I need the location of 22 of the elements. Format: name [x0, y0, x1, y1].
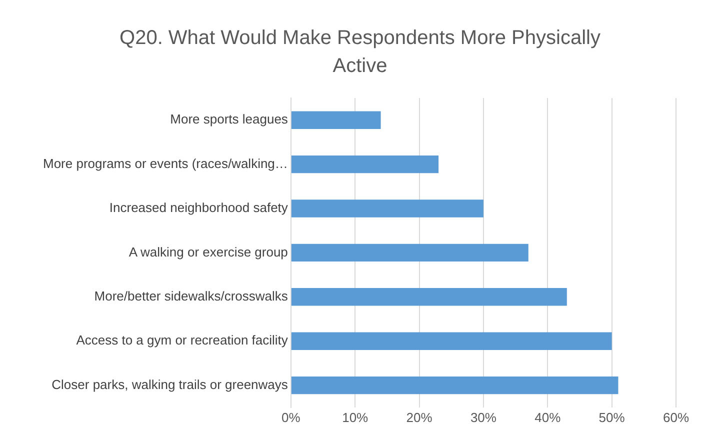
bar — [291, 288, 567, 306]
x-tick-label: 30% — [470, 410, 497, 425]
x-tick-label: 10% — [342, 410, 369, 425]
bar — [291, 111, 381, 129]
bar — [291, 200, 484, 218]
x-tick-label: 0% — [282, 410, 301, 425]
y-tick-label: More programs or events (races/walking… — [42, 156, 288, 171]
x-tick-label: 40% — [534, 410, 562, 425]
y-tick-label: Access to a gym or recreation facility — [76, 332, 288, 348]
bar — [291, 244, 528, 262]
x-tick-label: 50% — [598, 410, 626, 425]
bar — [291, 155, 439, 174]
y-tick-label: More/better sidewalks/crosswalks — [94, 288, 288, 304]
bar — [291, 376, 618, 394]
y-tick-label: More sports leagues — [170, 112, 288, 127]
x-tick-label: 20% — [406, 410, 433, 425]
bar — [291, 332, 612, 350]
chart-title: Q20. What Would Make Respondents More Physically Active — [118, 26, 602, 79]
y-tick-label: A walking or exercise group — [128, 244, 288, 260]
x-tick-label: 60% — [662, 410, 690, 425]
y-tick-label: Increased neighborhood safety — [109, 200, 288, 216]
y-tick-label: Closer parks, walking trails or greenways — [52, 376, 288, 392]
